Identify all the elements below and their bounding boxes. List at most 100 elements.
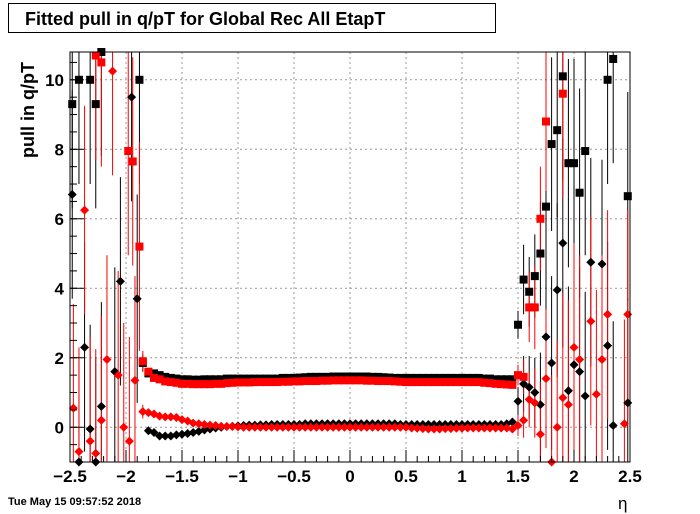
data-point-square [178, 379, 186, 388]
data-point-diamond [85, 424, 95, 434]
data-point-square [441, 373, 450, 382]
data-point-diamond [435, 424, 445, 434]
data-point-diamond [552, 285, 562, 295]
data-point-square [463, 378, 472, 387]
data-point-square [91, 51, 100, 60]
data-point-square [312, 372, 321, 381]
data-point-square [323, 376, 332, 385]
data-point-square [424, 378, 433, 387]
data-point-square [301, 377, 310, 386]
data-point-diamond [155, 411, 165, 421]
data-point-square [508, 375, 517, 384]
data-point-square [183, 375, 192, 384]
data-point-square [519, 372, 528, 381]
data-point-square [239, 378, 248, 387]
data-point-diamond [250, 422, 260, 432]
data-point-diamond [183, 429, 193, 439]
data-point-square [413, 378, 422, 387]
data-point-diamond [423, 419, 433, 429]
y-tick-label: 10 [45, 71, 64, 90]
data-point-square [150, 369, 158, 378]
data-point-square [458, 378, 466, 387]
data-point-square [402, 373, 410, 382]
data-point-square [542, 202, 550, 211]
data-point-diamond [124, 436, 134, 446]
y-tick-label: 8 [55, 140, 64, 159]
y-tick-label: 0 [55, 418, 64, 437]
data-point-diamond [233, 422, 243, 432]
data-point-diamond [222, 422, 232, 432]
data-point-square [502, 375, 511, 384]
data-point-square [166, 373, 175, 382]
data-point-square [480, 374, 489, 383]
data-point-diamond [68, 403, 78, 413]
data-point-square [189, 375, 198, 384]
data-point-diamond [474, 423, 484, 433]
data-point-square [150, 373, 158, 382]
data-point-square [480, 378, 489, 387]
data-point-square [262, 378, 270, 387]
data-point-diamond [502, 423, 512, 433]
data-point-diamond [463, 423, 473, 433]
data-markers [67, 48, 633, 467]
data-point-square [206, 375, 214, 384]
data-point-square [135, 242, 144, 251]
axes: −2.5 −2 −1.5 −1 −0.5 0 0.5 1 1.5 2 2.5 0 2 4 6 8 10 [45, 51, 642, 486]
data-point-square [514, 320, 522, 329]
data-point-square [486, 379, 494, 388]
data-point-diamond [334, 422, 344, 432]
x-tick-label: 0 [345, 467, 354, 486]
data-point-square [161, 377, 170, 386]
x-tick-label: 0.5 [394, 467, 418, 486]
data-point-square [97, 58, 106, 67]
data-point-diamond [569, 360, 579, 370]
data-point-square [194, 375, 203, 384]
data-point-diamond [479, 423, 489, 433]
data-point-diamond [563, 400, 573, 410]
data-point-square [491, 375, 500, 384]
data-point-square [135, 75, 144, 84]
data-point-diamond [283, 422, 293, 432]
data-point-square [267, 378, 276, 387]
data-point-square [206, 380, 214, 389]
x-tick-label: 2 [569, 467, 578, 486]
y-tick-label: 2 [55, 349, 64, 368]
data-point-diamond [267, 422, 277, 432]
data-point-diamond [524, 394, 534, 404]
data-point-square [194, 380, 203, 389]
data-point-square [228, 374, 237, 383]
data-point-square [222, 374, 231, 383]
data-point-square [558, 72, 567, 81]
y-axis-label: pull in q/pT [18, 62, 38, 158]
data-point-square [575, 188, 584, 197]
data-point-diamond [586, 257, 596, 267]
data-point-diamond [160, 431, 170, 441]
data-point-square [536, 249, 545, 258]
data-point-square [189, 380, 198, 389]
data-point-diamond [563, 386, 573, 396]
data-point-diamond [317, 422, 327, 432]
data-point-diamond [552, 422, 562, 432]
data-point-diamond [513, 421, 523, 431]
data-point-diamond [362, 422, 372, 432]
data-point-square [525, 287, 534, 296]
data-point-square [217, 379, 226, 388]
data-point-diamond [194, 419, 204, 429]
data-point-square [469, 378, 478, 387]
data-point-diamond [507, 417, 517, 427]
data-point-square [435, 378, 444, 387]
data-point-diamond [519, 415, 529, 425]
data-point-square [508, 380, 517, 389]
data-point-diamond [160, 412, 170, 422]
data-point-square [570, 159, 578, 168]
data-point-square [200, 375, 209, 384]
data-point-diamond [429, 424, 439, 434]
data-point-square [374, 372, 382, 381]
data-point-square [542, 117, 550, 126]
data-point-diamond [119, 422, 129, 432]
data-point-square [68, 100, 77, 109]
data-point-diamond [429, 419, 439, 429]
data-point-square [564, 159, 573, 168]
data-point-square [312, 377, 321, 386]
data-point-diamond [575, 355, 585, 364]
